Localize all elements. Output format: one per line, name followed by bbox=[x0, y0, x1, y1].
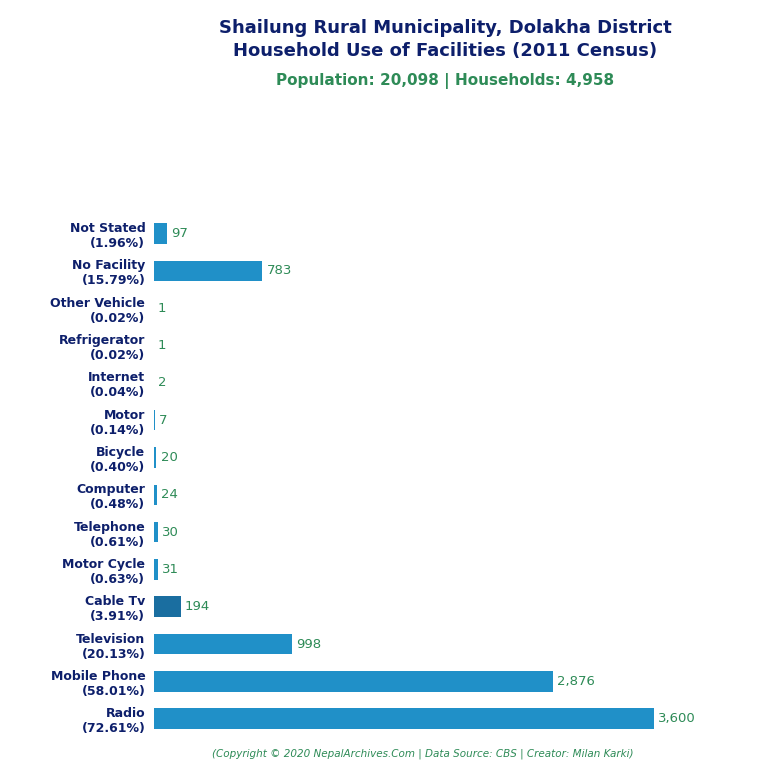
Bar bbox=[154, 447, 157, 468]
Text: 2,876: 2,876 bbox=[558, 675, 595, 688]
Text: 1: 1 bbox=[158, 302, 167, 315]
Text: 24: 24 bbox=[161, 488, 178, 502]
Text: 783: 783 bbox=[266, 264, 292, 277]
Text: 7: 7 bbox=[159, 414, 167, 427]
Text: Shailung Rural Municipality, Dolakha District: Shailung Rural Municipality, Dolakha Dis… bbox=[219, 19, 672, 37]
Text: 97: 97 bbox=[171, 227, 188, 240]
Bar bbox=[154, 708, 654, 729]
Text: 2: 2 bbox=[158, 376, 167, 389]
Bar bbox=[154, 671, 553, 691]
Text: 998: 998 bbox=[296, 637, 322, 650]
Text: 194: 194 bbox=[185, 601, 210, 613]
Text: 3,600: 3,600 bbox=[658, 712, 696, 725]
Bar bbox=[154, 634, 293, 654]
Bar bbox=[154, 597, 180, 617]
Bar bbox=[154, 485, 157, 505]
Bar bbox=[154, 522, 157, 542]
Text: 30: 30 bbox=[162, 525, 179, 538]
Text: Population: 20,098 | Households: 4,958: Population: 20,098 | Households: 4,958 bbox=[276, 73, 614, 89]
Text: 1: 1 bbox=[158, 339, 167, 352]
Bar bbox=[154, 559, 158, 580]
Bar bbox=[154, 261, 263, 281]
Bar bbox=[154, 223, 167, 244]
Text: Household Use of Facilities (2011 Census): Household Use of Facilities (2011 Census… bbox=[233, 42, 657, 60]
Text: 31: 31 bbox=[162, 563, 179, 576]
Text: (Copyright © 2020 NepalArchives.Com | Data Source: CBS | Creator: Milan Karki): (Copyright © 2020 NepalArchives.Com | Da… bbox=[212, 748, 633, 759]
Text: 20: 20 bbox=[161, 451, 177, 464]
